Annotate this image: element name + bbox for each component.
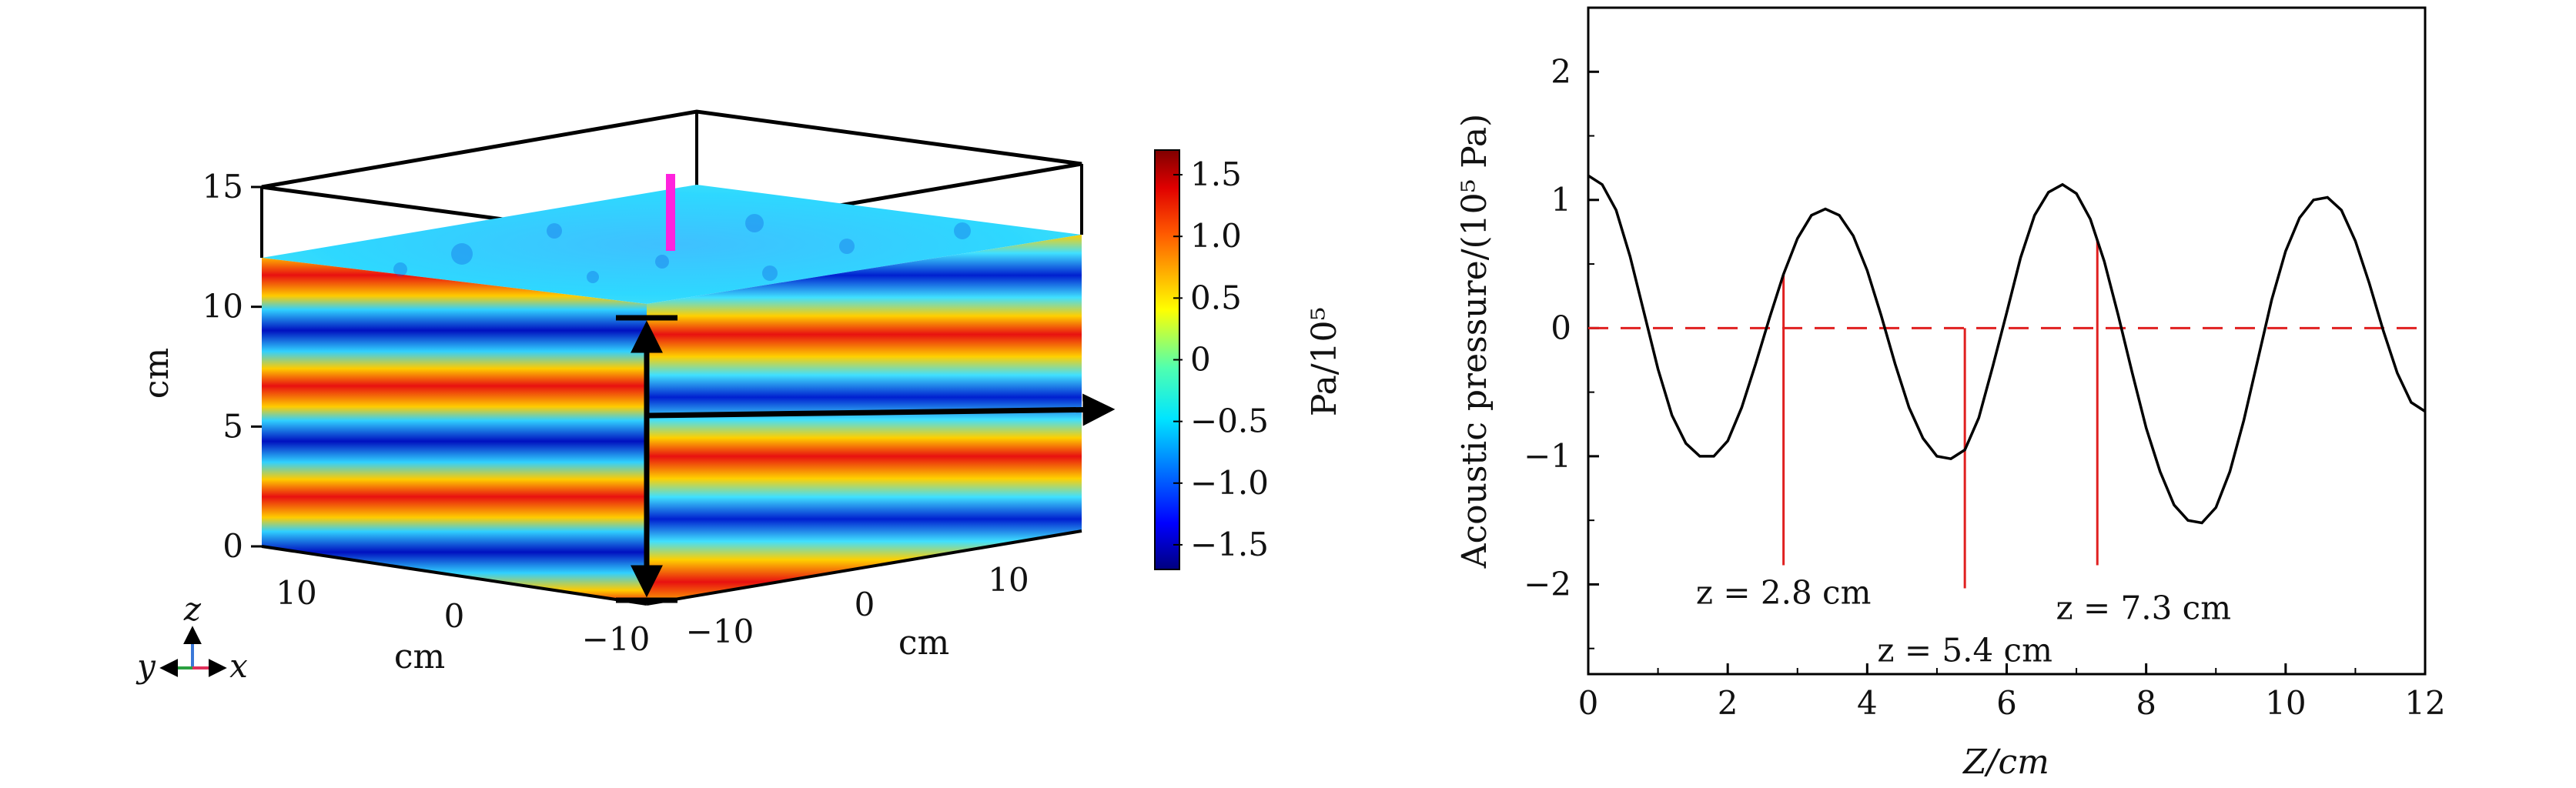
z-axis-tick-label: 0 bbox=[222, 527, 243, 565]
x-axis-tick-label: 10 bbox=[988, 561, 1029, 599]
x-tick-label: 2 bbox=[1718, 684, 1738, 722]
x-tick-label: 4 bbox=[1857, 684, 1878, 722]
colorbar-tick-label: 1.0 bbox=[1190, 217, 1242, 255]
x-tick-label: 8 bbox=[2136, 684, 2156, 722]
colorbar-label: Pa/10⁵ bbox=[1305, 307, 1344, 416]
marker-lines bbox=[1782, 240, 2099, 589]
y-tick-label: −1 bbox=[1524, 437, 1571, 475]
field-right-face bbox=[647, 235, 1082, 604]
z-axis-tick-label: 15 bbox=[202, 168, 243, 205]
line-y-axis-label: Acoustic pressure/(10⁵ Pa) bbox=[1455, 114, 1494, 569]
y-axis-label: cm bbox=[394, 637, 445, 676]
z-axis-tick-label: 5 bbox=[222, 407, 243, 445]
colorbar-tick-label: 0 bbox=[1190, 341, 1211, 379]
x-tick-label: 12 bbox=[2404, 684, 2445, 722]
pressure-curve bbox=[1587, 174, 2426, 525]
y-axis-tick-label: 0 bbox=[444, 597, 465, 635]
triad-z-label: z bbox=[183, 590, 202, 628]
marker-label: z = 2.8 cm bbox=[1696, 573, 1872, 611]
x-tick-label: 10 bbox=[2265, 684, 2306, 722]
transducer-marker bbox=[666, 174, 675, 251]
colorbar-tick-label: −1.5 bbox=[1190, 526, 1269, 563]
triad-y-label: y bbox=[135, 647, 156, 685]
x-axis-tick-label: 0 bbox=[855, 586, 875, 623]
colorbar-tick-label: −1.0 bbox=[1190, 464, 1269, 502]
marker-label: z = 7.3 cm bbox=[2056, 589, 2232, 626]
z-axis-ticks: 0 5 10 15 bbox=[202, 168, 262, 565]
z-axis-label: cm bbox=[137, 348, 176, 399]
colorbar-tick-label: 0.5 bbox=[1190, 279, 1242, 316]
box-front-right-bottom bbox=[646, 529, 1082, 606]
x-tick-label: 6 bbox=[1996, 684, 2017, 722]
colorbar-tick-label: 1.5 bbox=[1190, 155, 1242, 193]
marker-labels: z = 2.8 cmz = 5.4 cmz = 7.3 cm bbox=[1696, 573, 2231, 669]
field-top-texture bbox=[393, 214, 971, 283]
y-tick-label: 1 bbox=[1551, 181, 1571, 219]
y-tick-label: 2 bbox=[1551, 52, 1571, 90]
x-axis-label: cm bbox=[898, 623, 949, 663]
propagation-arrow bbox=[646, 393, 1116, 426]
y-axis-tick-label: −10 bbox=[582, 620, 651, 658]
z-axis-tick-label: 10 bbox=[202, 288, 243, 326]
plot-area bbox=[1587, 6, 2427, 676]
box-front-left-bottom bbox=[261, 545, 647, 606]
triad-x-label: x bbox=[229, 647, 248, 685]
colorbar-ticks: 1.5 1.0 0.5 0 −0.5 −1.0 −1.5 bbox=[1173, 155, 1269, 563]
x-tick-label: 0 bbox=[1578, 684, 1599, 722]
x-axis-tick-label: −10 bbox=[686, 613, 754, 650]
y-tick-label: 0 bbox=[1551, 309, 1571, 346]
line-x-axis-label: Z/cm bbox=[1962, 743, 2049, 782]
field-left-face bbox=[262, 258, 647, 604]
marker-label: z = 5.4 cm bbox=[1877, 631, 2052, 669]
orientation-triad: z x y bbox=[135, 590, 248, 685]
y-axis-tick-label: 10 bbox=[276, 574, 316, 612]
colorbar-tick-label: −0.5 bbox=[1190, 402, 1269, 440]
y-tick-label: −2 bbox=[1524, 565, 1571, 603]
